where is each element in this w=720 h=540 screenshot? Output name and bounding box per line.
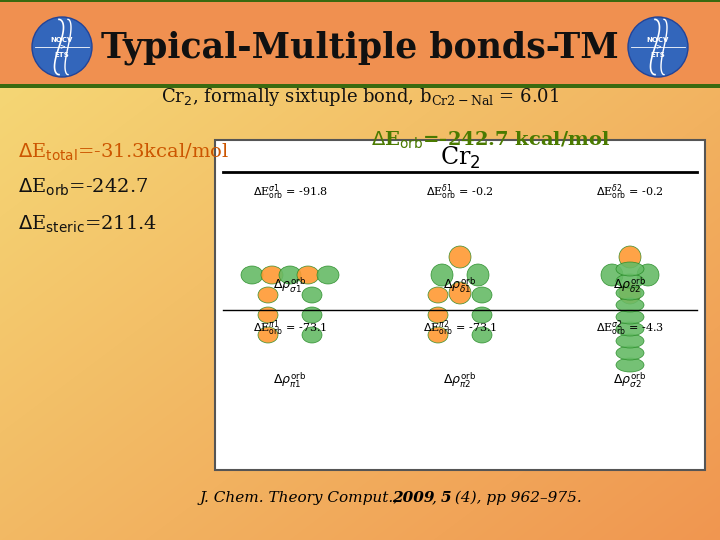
- Text: $\Delta$E$^{\sigma2}_{\mathrm{orb}}$ = -4.3: $\Delta$E$^{\sigma2}_{\mathrm{orb}}$ = -…: [596, 318, 664, 338]
- Ellipse shape: [619, 246, 641, 268]
- Text: ,: ,: [432, 491, 442, 505]
- Text: $\Delta\rho^{\mathrm{orb}}_{\delta2}$: $\Delta\rho^{\mathrm{orb}}_{\delta2}$: [613, 275, 647, 295]
- Ellipse shape: [302, 287, 322, 303]
- Circle shape: [628, 17, 688, 77]
- Ellipse shape: [616, 346, 644, 360]
- Ellipse shape: [241, 266, 263, 284]
- Ellipse shape: [601, 264, 623, 286]
- Ellipse shape: [616, 262, 644, 276]
- Ellipse shape: [467, 264, 489, 286]
- Ellipse shape: [258, 327, 278, 343]
- Text: $\Delta$E$^{\pi2}_{\mathrm{orb}}$ = -73.1: $\Delta$E$^{\pi2}_{\mathrm{orb}}$ = -73.…: [423, 318, 498, 338]
- Ellipse shape: [637, 264, 659, 286]
- Ellipse shape: [449, 246, 471, 268]
- Text: >: >: [59, 44, 65, 50]
- Ellipse shape: [616, 310, 644, 324]
- Ellipse shape: [302, 307, 322, 323]
- Ellipse shape: [616, 334, 644, 348]
- Text: $\Delta\rho^{\mathrm{orb}}_{\pi2}$: $\Delta\rho^{\mathrm{orb}}_{\pi2}$: [444, 370, 477, 390]
- Ellipse shape: [428, 327, 448, 343]
- Ellipse shape: [616, 298, 644, 312]
- Ellipse shape: [317, 266, 339, 284]
- Text: $\Delta\rho^{\mathrm{orb}}_{\pi1}$: $\Delta\rho^{\mathrm{orb}}_{\pi1}$: [274, 370, 307, 390]
- Text: >: >: [655, 44, 661, 50]
- Ellipse shape: [258, 307, 278, 323]
- Ellipse shape: [258, 287, 278, 303]
- Text: Cr$_2$, formally sixtuple bond, b$_{\mathregular{Cr2-Nal}}$ = 6.01: Cr$_2$, formally sixtuple bond, b$_{\mat…: [161, 86, 559, 108]
- Text: ETS: ETS: [55, 52, 69, 58]
- Text: $\Delta\rho^{\mathrm{orb}}_{\sigma2}$: $\Delta\rho^{\mathrm{orb}}_{\sigma2}$: [613, 370, 647, 390]
- Text: NOCV: NOCV: [51, 37, 73, 43]
- Text: $\Delta\rho^{\mathrm{orb}}_{\sigma1}$: $\Delta\rho^{\mathrm{orb}}_{\sigma1}$: [274, 275, 307, 295]
- Text: NOCV: NOCV: [647, 37, 669, 43]
- Ellipse shape: [472, 307, 492, 323]
- Ellipse shape: [616, 322, 644, 336]
- Ellipse shape: [279, 266, 301, 284]
- Text: $\Delta$E$^{\pi1}_{\mathrm{orb}}$ = -73.1: $\Delta$E$^{\pi1}_{\mathrm{orb}}$ = -73.…: [253, 318, 327, 338]
- Bar: [0, 84, 720, 88]
- Bar: [215, 140, 705, 470]
- Text: Typical-Multiple bonds-TM: Typical-Multiple bonds-TM: [101, 31, 619, 65]
- Ellipse shape: [261, 266, 283, 284]
- Ellipse shape: [616, 358, 644, 372]
- Bar: [0, 0, 720, 85]
- Text: ETS: ETS: [651, 52, 665, 58]
- Text: $\Delta$E$^{\delta2}_{\mathrm{orb}}$ = -0.2: $\Delta$E$^{\delta2}_{\mathrm{orb}}$ = -…: [596, 182, 664, 202]
- Text: $\Delta$E$_{\mathrm{orb}}$=-242.7 kcal/mol: $\Delta$E$_{\mathrm{orb}}$=-242.7 kcal/m…: [371, 130, 609, 151]
- Ellipse shape: [472, 287, 492, 303]
- Text: 5: 5: [441, 491, 451, 505]
- Circle shape: [32, 17, 92, 77]
- Ellipse shape: [302, 327, 322, 343]
- Text: $\Delta$E$_{\mathrm{orb}}$=-242.7: $\Delta$E$_{\mathrm{orb}}$=-242.7: [18, 177, 148, 198]
- Ellipse shape: [428, 307, 448, 323]
- Ellipse shape: [449, 282, 471, 304]
- Ellipse shape: [619, 282, 641, 304]
- Ellipse shape: [472, 327, 492, 343]
- Ellipse shape: [431, 264, 453, 286]
- Bar: [0, 0, 720, 2]
- Text: 2009: 2009: [392, 491, 434, 505]
- Text: $\Delta$E$^{\delta1}_{\mathrm{orb}}$ = -0.2: $\Delta$E$^{\delta1}_{\mathrm{orb}}$ = -…: [426, 182, 494, 202]
- Text: $\Delta$E$^{\sigma1}_{\mathrm{orb}}$ = -91.8: $\Delta$E$^{\sigma1}_{\mathrm{orb}}$ = -…: [253, 182, 328, 202]
- Ellipse shape: [297, 266, 319, 284]
- Text: $\Delta$E$_{\mathrm{total}}$=-31.3kcal/mol: $\Delta$E$_{\mathrm{total}}$=-31.3kcal/m…: [18, 141, 229, 163]
- Ellipse shape: [616, 274, 644, 288]
- Ellipse shape: [616, 286, 644, 300]
- Text: Cr$_2$: Cr$_2$: [440, 145, 480, 171]
- Ellipse shape: [428, 287, 448, 303]
- Text: (4), pp 962–975.: (4), pp 962–975.: [450, 491, 582, 505]
- Text: $\Delta$E$_{\mathrm{steric}}$=211.4: $\Delta$E$_{\mathrm{steric}}$=211.4: [18, 213, 157, 235]
- Text: J. Chem. Theory Comput.,: J. Chem. Theory Comput.,: [200, 491, 404, 505]
- Text: $\Delta\rho^{\mathrm{orb}}_{\delta1}$: $\Delta\rho^{\mathrm{orb}}_{\delta1}$: [444, 275, 477, 295]
